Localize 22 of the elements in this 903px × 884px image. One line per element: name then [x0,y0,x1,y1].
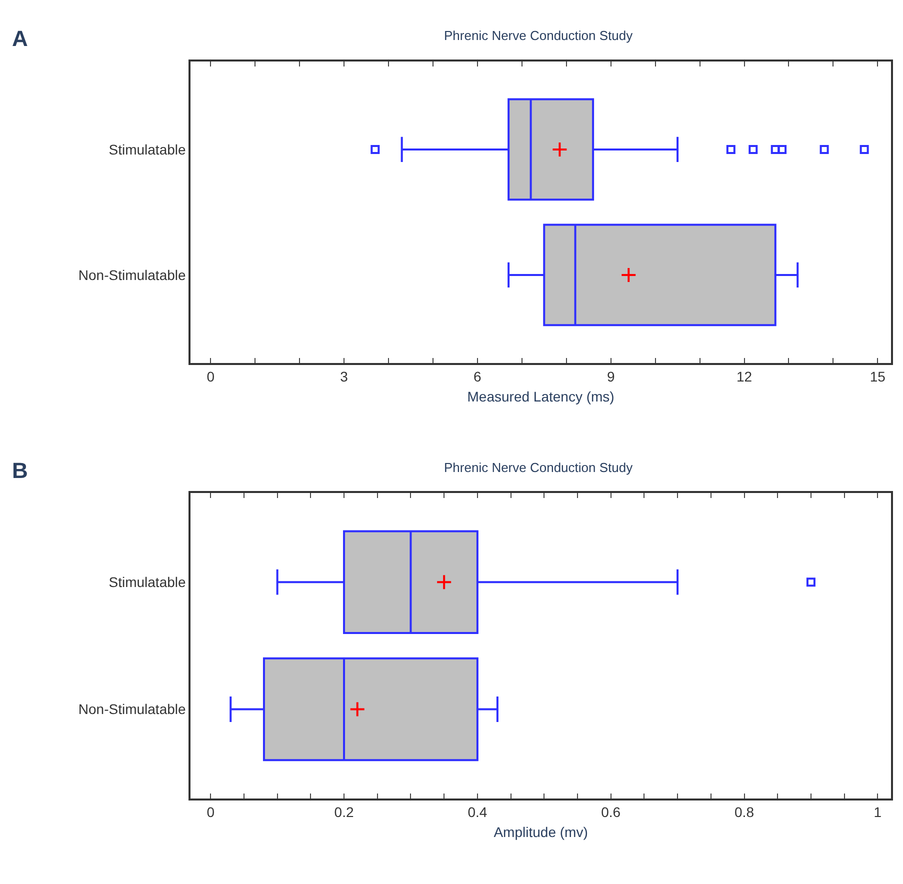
x-tick-label: 1 [874,804,882,820]
text: B [12,458,28,483]
y-tick-label: Stimulatable [108,574,186,590]
chart-title: Phrenic Nerve Conduction Study [444,460,634,475]
x-tick-label: 0.4 [468,804,488,820]
x-axis-title: Amplitude (mv) [494,824,588,840]
x-tick-label: 0.8 [734,804,754,820]
x-tick-label: 0 [206,368,215,385]
chart-title: Phrenic Nerve Conduction Study [444,28,634,43]
x-tick-label: 0.2 [334,804,354,820]
y-tick-label: Stimulatable [108,141,186,158]
x-tick-label: 0.6 [601,804,621,820]
text: A [12,26,28,51]
x-tick-label: 9 [606,368,615,385]
x-tick-label: 0 [206,804,215,820]
x-tick-label: 6 [474,368,482,385]
x-axis-title: Measured Latency (ms) [467,388,614,404]
x-tick-label: 12 [736,368,752,385]
y-tick-label: Non-Stimulatable [78,266,186,283]
x-tick-label: 15 [870,368,886,385]
y-tick-label: Non-Stimulatable [78,701,186,718]
x-tick-label: 3 [340,368,348,385]
